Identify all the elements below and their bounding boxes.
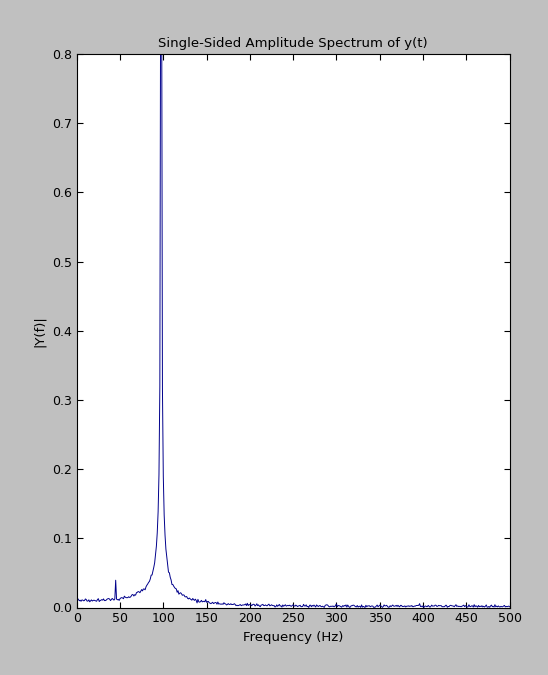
Y-axis label: |Y(f)|: |Y(f)| xyxy=(33,315,46,347)
Title: Single-Sided Amplitude Spectrum of y(t): Single-Sided Amplitude Spectrum of y(t) xyxy=(158,37,428,50)
X-axis label: Frequency (Hz): Frequency (Hz) xyxy=(243,631,344,644)
